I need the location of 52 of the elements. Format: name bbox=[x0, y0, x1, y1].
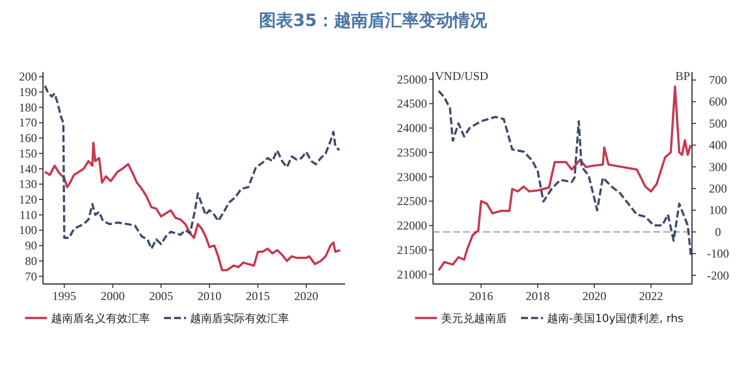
y-tick-label: 23500 bbox=[397, 145, 427, 160]
x-tick-label: 2020 bbox=[294, 289, 318, 303]
y2-tick-label: 400 bbox=[709, 138, 727, 152]
y-tick-label: 150 bbox=[19, 146, 37, 160]
y-tick-label: 24500 bbox=[397, 96, 427, 111]
y2-tick-label: 600 bbox=[709, 94, 727, 109]
x-tick-label: 2000 bbox=[100, 289, 125, 303]
x-tick-label: 2018 bbox=[526, 289, 550, 303]
y2-tick-label: -200 bbox=[707, 268, 729, 282]
y-tick-label: 190 bbox=[19, 84, 37, 99]
x-tick-label: 2015 bbox=[246, 289, 270, 303]
y-tick-label: 140 bbox=[19, 162, 37, 176]
y-tick-label: 160 bbox=[19, 131, 37, 146]
x-tick-label: 2020 bbox=[582, 289, 606, 303]
y-tick-label: 80 bbox=[25, 254, 37, 268]
y2-tick-label: 100 bbox=[709, 203, 727, 218]
y-axis-title: VND/USD bbox=[435, 69, 489, 83]
y-tick-label: 170 bbox=[19, 116, 37, 130]
y2-tick-label: 500 bbox=[709, 116, 727, 130]
y-tick-label: 24000 bbox=[397, 121, 427, 136]
y-tick-label: 120 bbox=[19, 192, 37, 207]
y-tick-label: 110 bbox=[19, 208, 37, 222]
y-tick-label: 22000 bbox=[397, 218, 427, 233]
legend-label: 越南盾实际有效汇率 bbox=[190, 312, 289, 325]
x-tick-label: 2022 bbox=[638, 289, 663, 303]
y-tick-label: 100 bbox=[19, 223, 37, 238]
y-tick-label: 21000 bbox=[397, 267, 427, 282]
y-tick-label: 21500 bbox=[397, 242, 427, 257]
y-tick-label: 23000 bbox=[397, 170, 427, 184]
y2-tick-label: -100 bbox=[707, 246, 729, 261]
legend-label: 美元兑越南盾 bbox=[441, 312, 507, 325]
chart-title: 图表35：越南盾汇率变动情况 bbox=[259, 11, 488, 31]
x-tick-label: 2010 bbox=[197, 289, 222, 303]
x-tick-label: 2016 bbox=[469, 289, 494, 303]
line-series bbox=[44, 142, 342, 272]
y-tick-label: 25000 bbox=[397, 72, 427, 86]
y2-tick-label: 200 bbox=[709, 182, 727, 196]
legend-label: 越南盾名义有效汇率 bbox=[51, 312, 150, 325]
legend-label: 越南-美国10y国债利差, rhs bbox=[547, 312, 684, 325]
line-series bbox=[44, 84, 340, 250]
y-tick-label: 130 bbox=[19, 177, 37, 192]
y-tick-label: 180 bbox=[19, 100, 37, 114]
y2-tick-label: 300 bbox=[709, 160, 727, 174]
y-tick-label: 90 bbox=[25, 238, 37, 253]
y2-axis-title: BP bbox=[675, 69, 690, 83]
x-tick-label: 1995 bbox=[52, 289, 76, 303]
y-tick-label: 22500 bbox=[397, 194, 427, 208]
x-tick-label: 2005 bbox=[149, 289, 174, 303]
y2-tick-label: 700 bbox=[709, 73, 727, 88]
y-tick-label: 70 bbox=[25, 269, 37, 284]
y-tick-label: 200 bbox=[19, 70, 37, 84]
y2-tick-label: 0 bbox=[715, 224, 721, 239]
